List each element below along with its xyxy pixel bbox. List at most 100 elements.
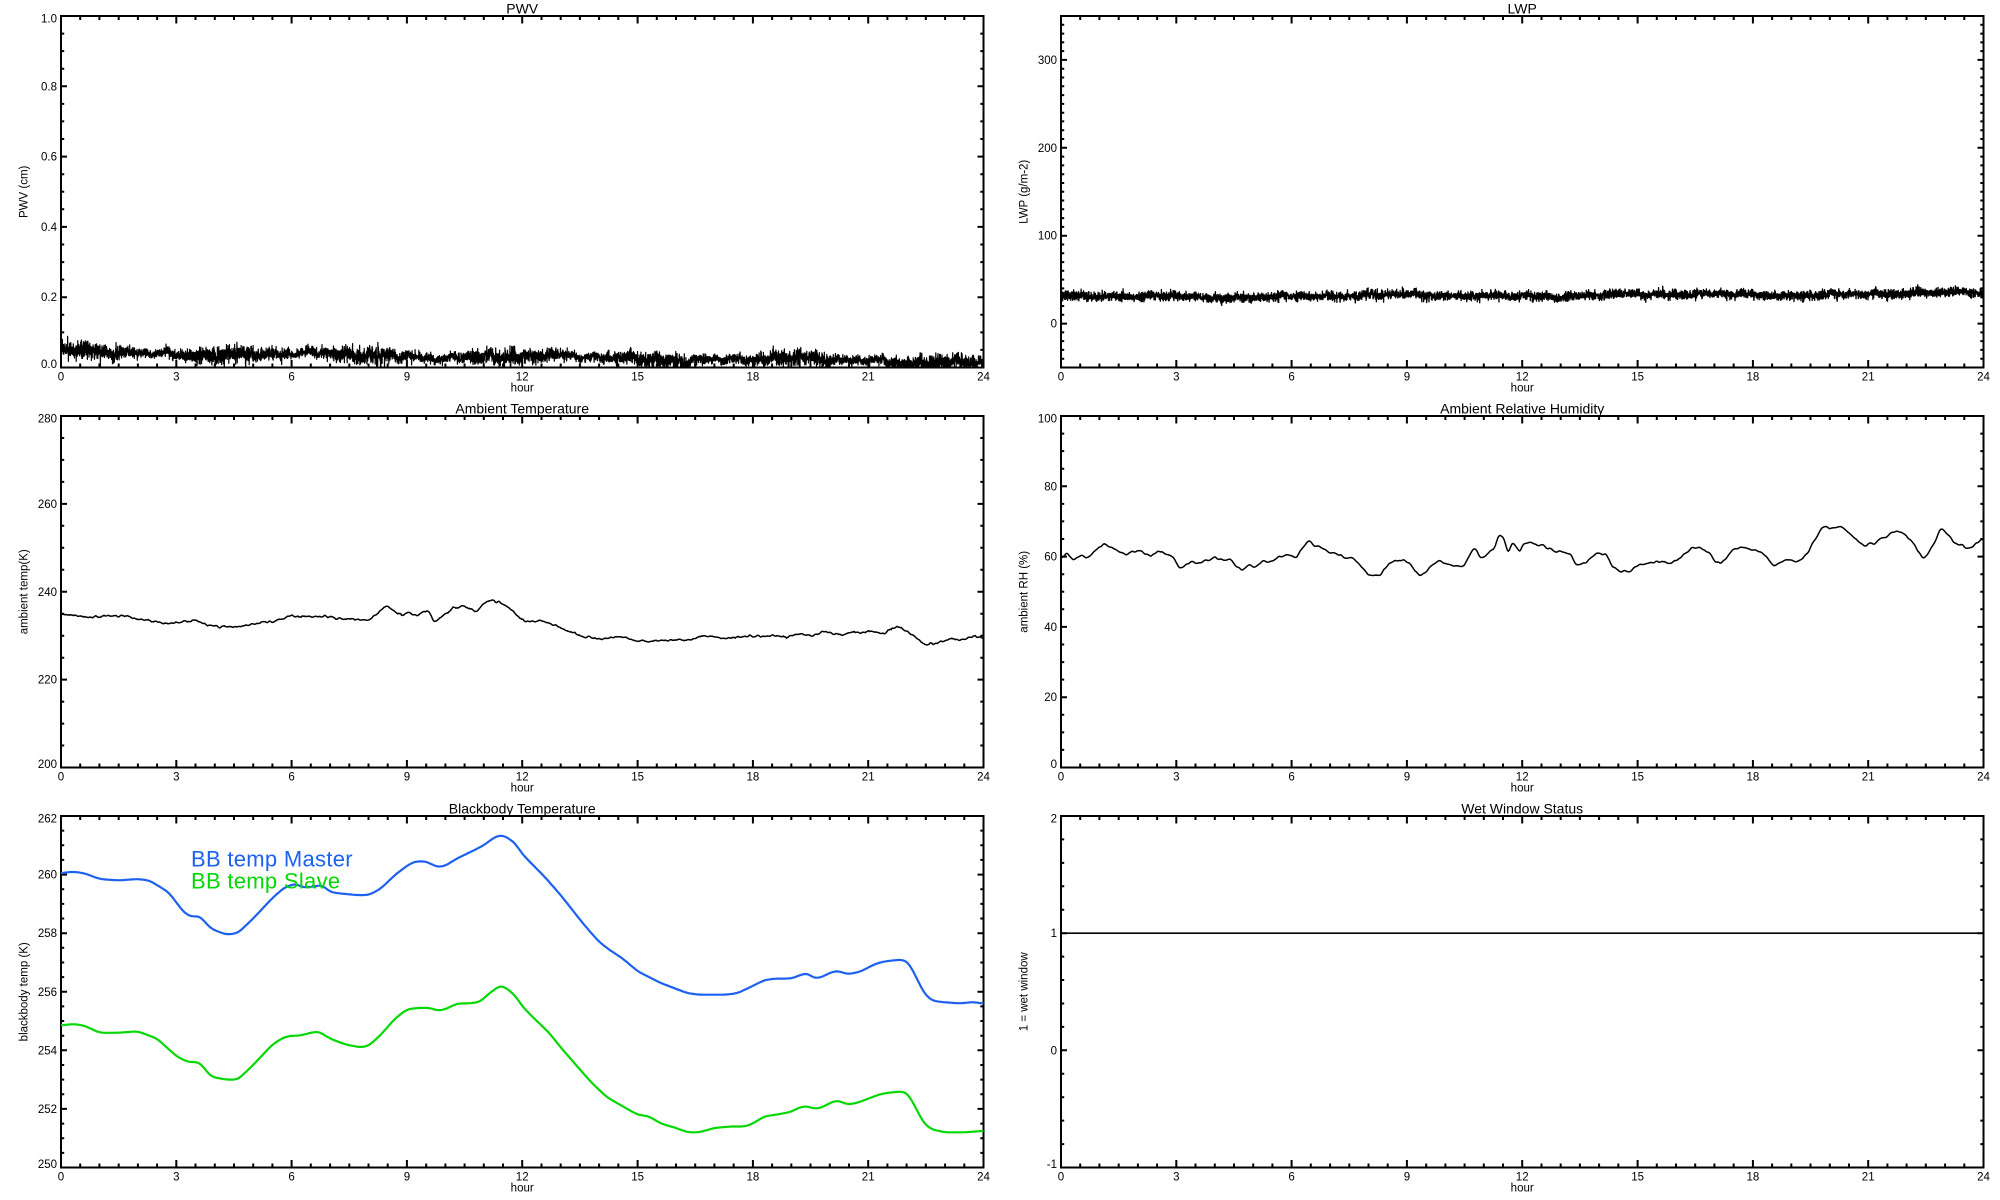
svg-text:Ambient Relative Humidity: Ambient Relative Humidity: [1440, 401, 1604, 417]
svg-text:24: 24: [977, 372, 990, 384]
svg-text:18: 18: [1747, 1172, 1760, 1184]
svg-text:3: 3: [1173, 372, 1179, 384]
svg-text:0.4: 0.4: [41, 222, 58, 234]
svg-text:2: 2: [1051, 814, 1057, 826]
svg-text:15: 15: [631, 372, 644, 384]
svg-text:0: 0: [1051, 759, 1057, 771]
svg-text:24: 24: [1977, 372, 1990, 384]
svg-text:262: 262: [38, 814, 57, 826]
svg-text:40: 40: [1044, 622, 1057, 634]
svg-text:Blackbody Temperature: Blackbody Temperature: [449, 801, 596, 817]
svg-text:6: 6: [288, 1172, 294, 1184]
svg-text:18: 18: [747, 772, 760, 784]
svg-text:260: 260: [38, 499, 57, 511]
svg-text:256: 256: [38, 987, 57, 999]
svg-text:254: 254: [38, 1045, 58, 1057]
svg-text:0: 0: [58, 372, 64, 384]
svg-text:12: 12: [516, 372, 529, 384]
svg-text:252: 252: [38, 1104, 57, 1116]
svg-text:21: 21: [862, 772, 875, 784]
svg-text:LWP (g/m-2): LWP (g/m-2): [1019, 160, 1031, 224]
svg-text:12: 12: [1516, 372, 1529, 384]
svg-text:260: 260: [38, 870, 57, 882]
svg-text:3: 3: [1173, 1172, 1179, 1184]
svg-text:LWP: LWP: [1508, 1, 1537, 17]
svg-text:9: 9: [1404, 1172, 1410, 1184]
svg-text:0: 0: [58, 1172, 64, 1184]
svg-text:15: 15: [631, 772, 644, 784]
svg-text:21: 21: [1862, 372, 1875, 384]
svg-text:0: 0: [1058, 372, 1064, 384]
svg-text:18: 18: [747, 1172, 760, 1184]
svg-text:0: 0: [1051, 319, 1057, 331]
svg-text:15: 15: [1631, 1172, 1644, 1184]
svg-text:Ambient Temperature: Ambient Temperature: [455, 401, 589, 417]
svg-text:1: 1: [1051, 928, 1057, 940]
svg-text:6: 6: [288, 772, 294, 784]
svg-text:BB temp Master: BB temp Master: [191, 847, 353, 872]
svg-text:hour: hour: [1511, 383, 1534, 395]
svg-text:blackbody temp (K): blackbody temp (K): [19, 942, 31, 1041]
svg-text:12: 12: [516, 772, 529, 784]
svg-text:hour: hour: [511, 1183, 534, 1195]
svg-text:60: 60: [1044, 552, 1057, 564]
svg-text:6: 6: [1288, 772, 1294, 784]
svg-text:6: 6: [1288, 372, 1294, 384]
svg-text:12: 12: [1516, 1172, 1529, 1184]
svg-text:100: 100: [1038, 231, 1057, 243]
svg-text:15: 15: [631, 1172, 644, 1184]
svg-text:BB temp Slave: BB temp Slave: [191, 869, 340, 894]
svg-text:21: 21: [862, 1172, 875, 1184]
svg-text:-1: -1: [1047, 1159, 1057, 1171]
svg-text:hour: hour: [1511, 783, 1534, 795]
svg-text:24: 24: [977, 1172, 990, 1184]
svg-text:18: 18: [747, 372, 760, 384]
svg-text:9: 9: [404, 1172, 410, 1184]
svg-text:258: 258: [38, 928, 57, 940]
svg-text:0: 0: [1058, 1172, 1064, 1184]
svg-text:ambient temp(K): ambient temp(K): [19, 549, 31, 634]
svg-text:300: 300: [1038, 55, 1057, 67]
svg-text:0.0: 0.0: [41, 359, 57, 371]
svg-text:0.2: 0.2: [41, 292, 57, 304]
svg-text:12: 12: [516, 1172, 529, 1184]
svg-text:0.8: 0.8: [41, 81, 57, 93]
svg-text:18: 18: [1747, 372, 1760, 384]
svg-text:1.0: 1.0: [41, 14, 57, 26]
svg-text:3: 3: [173, 1172, 179, 1184]
svg-text:6: 6: [1288, 1172, 1294, 1184]
svg-text:280: 280: [38, 414, 57, 426]
svg-text:3: 3: [173, 772, 179, 784]
svg-text:80: 80: [1044, 481, 1057, 493]
svg-text:9: 9: [404, 372, 410, 384]
svg-text:220: 220: [38, 675, 57, 687]
svg-text:Wet Window Status: Wet Window Status: [1461, 801, 1583, 817]
svg-text:hour: hour: [1511, 1183, 1534, 1195]
svg-text:0: 0: [1058, 772, 1064, 784]
svg-text:21: 21: [1862, 1172, 1875, 1184]
svg-text:15: 15: [1631, 372, 1644, 384]
svg-text:3: 3: [1173, 772, 1179, 784]
svg-text:1 = wet window: 1 = wet window: [1019, 952, 1031, 1032]
svg-text:PWV (cm): PWV (cm): [19, 165, 31, 218]
svg-text:0.6: 0.6: [41, 152, 57, 164]
svg-text:ambient RH (%): ambient RH (%): [1019, 551, 1031, 633]
svg-text:9: 9: [1404, 772, 1410, 784]
svg-text:200: 200: [1038, 143, 1057, 155]
svg-text:hour: hour: [511, 783, 534, 795]
svg-text:21: 21: [1862, 772, 1875, 784]
svg-text:0: 0: [1051, 1045, 1057, 1057]
svg-text:15: 15: [1631, 772, 1644, 784]
svg-text:3: 3: [173, 372, 179, 384]
svg-text:240: 240: [38, 587, 57, 599]
svg-text:24: 24: [977, 772, 990, 784]
svg-text:12: 12: [1516, 772, 1529, 784]
svg-text:24: 24: [1977, 772, 1990, 784]
svg-text:hour: hour: [511, 383, 534, 395]
svg-text:24: 24: [1977, 1172, 1990, 1184]
svg-text:21: 21: [862, 372, 875, 384]
svg-text:20: 20: [1044, 692, 1057, 704]
svg-text:0: 0: [58, 772, 64, 784]
svg-text:200: 200: [38, 759, 57, 771]
svg-text:250: 250: [38, 1159, 57, 1171]
